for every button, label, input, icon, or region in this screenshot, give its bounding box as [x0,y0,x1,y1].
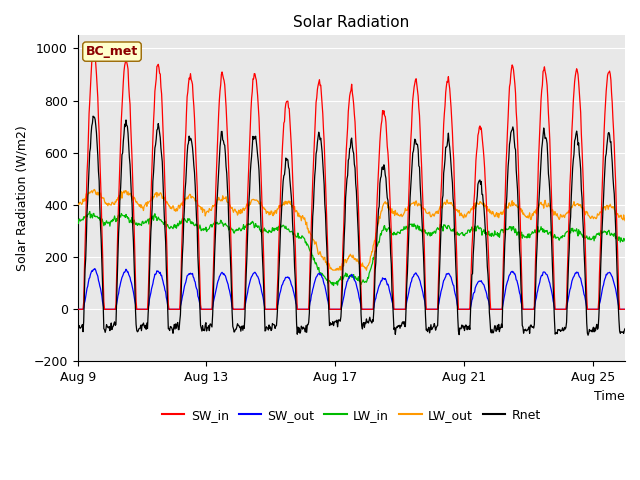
Y-axis label: Solar Radiation (W/m2): Solar Radiation (W/m2) [15,126,28,271]
Legend: SW_in, SW_out, LW_in, LW_out, Rnet: SW_in, SW_out, LW_in, LW_out, Rnet [157,404,546,427]
Title: Solar Radiation: Solar Radiation [293,15,410,30]
Text: BC_met: BC_met [86,45,138,58]
X-axis label: Time: Time [595,390,625,403]
